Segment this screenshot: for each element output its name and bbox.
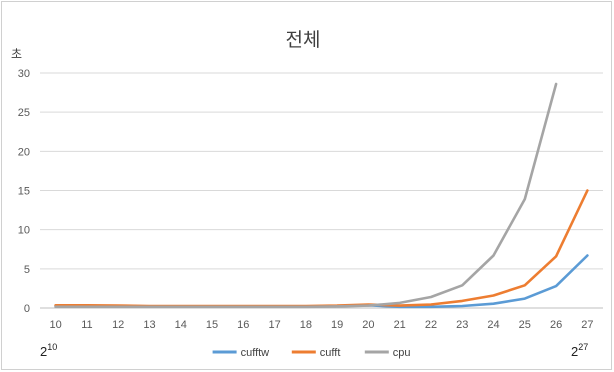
legend-label-cpu: cpu: [393, 347, 411, 359]
series-line-cufft: [54, 189, 589, 308]
legend: cufftw cufft cpu: [212, 347, 411, 359]
x-tick-label: 19: [331, 319, 343, 331]
x-tick-label: 21: [394, 319, 406, 331]
x-tick-label: 15: [206, 319, 218, 331]
x-tick-label: 27: [581, 319, 593, 331]
x-tick-label: 24: [487, 319, 499, 331]
x-tick-label: 20: [362, 319, 374, 331]
x-tick-label: 12: [112, 319, 124, 331]
corner-label-right: 227: [571, 342, 588, 359]
y-axis-label: 초: [11, 47, 22, 61]
y-tick-label: 20: [18, 146, 30, 158]
x-tick-label: 26: [550, 319, 562, 331]
y-tick-label: 15: [18, 186, 30, 198]
legend-label-cufft: cufft: [320, 347, 341, 359]
corner-label-left: 210: [40, 342, 57, 359]
x-tick-label: 22: [425, 319, 437, 331]
x-tick-label: 10: [50, 319, 62, 331]
x-tick-label: 13: [143, 319, 155, 331]
x-tick-label: 11: [81, 319, 92, 331]
series-line-cufftw: [54, 254, 589, 309]
y-tick-label: 30: [18, 68, 30, 80]
y-tick-label: 5: [24, 264, 30, 276]
series-lines: [54, 82, 589, 309]
y-tick-labels: 0 5 10 15 20 25 30: [18, 68, 30, 315]
x-tick-labels: 10 11 12 13 14 15 16 17 18 19 20 21 22 23 24 25 26 27: [50, 319, 594, 331]
x-tick-label: 18: [300, 319, 312, 331]
x-tick-label: 17: [268, 319, 280, 331]
x-tick-label: 14: [175, 319, 187, 331]
chart-title: 전체: [286, 29, 321, 51]
y-tick-label: 10: [18, 225, 30, 237]
series-line-cpu: [54, 82, 558, 309]
y-tick-label: 0: [24, 303, 30, 315]
gridlines: [40, 72, 603, 309]
x-tick-label: 25: [519, 319, 531, 331]
y-tick-label: 25: [18, 107, 30, 119]
x-tick-label: 23: [456, 319, 468, 331]
legend-label-cufftw: cufftw: [241, 347, 270, 359]
x-tick-label: 16: [237, 319, 249, 331]
